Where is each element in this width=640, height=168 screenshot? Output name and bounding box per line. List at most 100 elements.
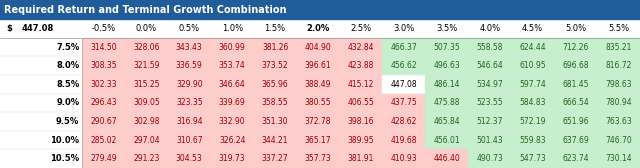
Bar [339, 75, 383, 94]
Bar [554, 38, 597, 56]
Text: 336.59: 336.59 [176, 61, 203, 70]
Bar [125, 38, 168, 56]
Text: 297.04: 297.04 [133, 136, 159, 145]
Text: 835.21: 835.21 [605, 43, 632, 52]
Bar [511, 56, 554, 75]
Bar [253, 112, 296, 131]
Text: 316.94: 316.94 [176, 117, 202, 126]
Bar [253, 56, 296, 75]
Text: 285.02: 285.02 [90, 136, 116, 145]
Text: 3.0%: 3.0% [393, 24, 415, 33]
Bar [383, 56, 426, 75]
Bar [554, 56, 597, 75]
Text: 681.45: 681.45 [563, 80, 589, 89]
Bar [296, 112, 339, 131]
Text: 10.0%: 10.0% [51, 136, 79, 145]
Text: 381.91: 381.91 [348, 154, 374, 163]
Text: 490.73: 490.73 [476, 154, 503, 163]
Bar [339, 94, 383, 112]
Bar [339, 149, 383, 168]
Bar [296, 38, 339, 56]
Bar [253, 75, 296, 94]
Text: 415.12: 415.12 [348, 80, 374, 89]
Text: 447.08: 447.08 [390, 80, 417, 89]
Text: 730.14: 730.14 [605, 154, 632, 163]
Bar [426, 149, 468, 168]
Bar [511, 94, 554, 112]
Text: 780.94: 780.94 [605, 98, 632, 108]
Bar [253, 38, 296, 56]
Text: 610.95: 610.95 [520, 61, 546, 70]
Text: 666.54: 666.54 [562, 98, 589, 108]
Bar [511, 38, 554, 56]
Text: 406.55: 406.55 [348, 98, 374, 108]
Text: Required Return and Terminal Growth Combination: Required Return and Terminal Growth Comb… [4, 5, 287, 15]
Text: 373.52: 373.52 [262, 61, 289, 70]
Text: 389.95: 389.95 [348, 136, 374, 145]
Bar [511, 131, 554, 149]
Text: 296.43: 296.43 [90, 98, 116, 108]
Text: 337.27: 337.27 [262, 154, 289, 163]
Bar [597, 56, 640, 75]
Bar [168, 112, 211, 131]
Text: 696.68: 696.68 [563, 61, 589, 70]
Bar [211, 112, 253, 131]
Bar [426, 94, 468, 112]
Bar [125, 149, 168, 168]
Bar [125, 131, 168, 149]
Bar [426, 75, 468, 94]
Bar [383, 94, 426, 112]
Bar [339, 131, 383, 149]
Bar [554, 131, 597, 149]
Text: 423.88: 423.88 [348, 61, 374, 70]
Text: 329.90: 329.90 [176, 80, 202, 89]
Text: 279.49: 279.49 [90, 154, 116, 163]
Bar [554, 112, 597, 131]
Text: 302.33: 302.33 [90, 80, 116, 89]
Text: 419.68: 419.68 [390, 136, 417, 145]
Text: 351.30: 351.30 [262, 117, 289, 126]
Bar [383, 149, 426, 168]
Text: 365.17: 365.17 [305, 136, 332, 145]
Bar [168, 75, 211, 94]
Bar [339, 112, 383, 131]
Text: 309.05: 309.05 [133, 98, 160, 108]
Bar [211, 149, 253, 168]
Text: 1.0%: 1.0% [221, 24, 243, 33]
Bar [511, 75, 554, 94]
Text: 8.0%: 8.0% [56, 61, 79, 70]
Text: 432.84: 432.84 [348, 43, 374, 52]
Text: 388.49: 388.49 [305, 80, 332, 89]
Text: 396.61: 396.61 [305, 61, 332, 70]
Bar [125, 94, 168, 112]
Text: 290.67: 290.67 [90, 117, 116, 126]
Text: 8.5%: 8.5% [56, 80, 79, 89]
Text: 5.0%: 5.0% [565, 24, 586, 33]
Bar [296, 75, 339, 94]
Bar [211, 38, 253, 56]
Text: 465.84: 465.84 [433, 117, 460, 126]
Bar [296, 131, 339, 149]
Bar [211, 75, 253, 94]
Text: 584.83: 584.83 [520, 98, 546, 108]
Text: 816.72: 816.72 [605, 61, 632, 70]
Text: 328.06: 328.06 [133, 43, 159, 52]
Bar [82, 75, 125, 94]
Text: 512.37: 512.37 [477, 117, 503, 126]
Text: 1.5%: 1.5% [264, 24, 285, 33]
Text: 496.63: 496.63 [433, 61, 460, 70]
Text: 447.08: 447.08 [22, 24, 54, 33]
Bar [253, 149, 296, 168]
Text: 7.5%: 7.5% [56, 43, 79, 52]
Text: -0.5%: -0.5% [92, 24, 115, 33]
Bar [426, 56, 468, 75]
Text: $: $ [6, 24, 13, 33]
Text: 5.5%: 5.5% [608, 24, 629, 33]
Text: 712.26: 712.26 [563, 43, 589, 52]
Bar [597, 149, 640, 168]
Bar [597, 38, 640, 56]
Bar [554, 75, 597, 94]
Text: 353.74: 353.74 [219, 61, 246, 70]
Bar [168, 94, 211, 112]
Text: 4.5%: 4.5% [522, 24, 543, 33]
